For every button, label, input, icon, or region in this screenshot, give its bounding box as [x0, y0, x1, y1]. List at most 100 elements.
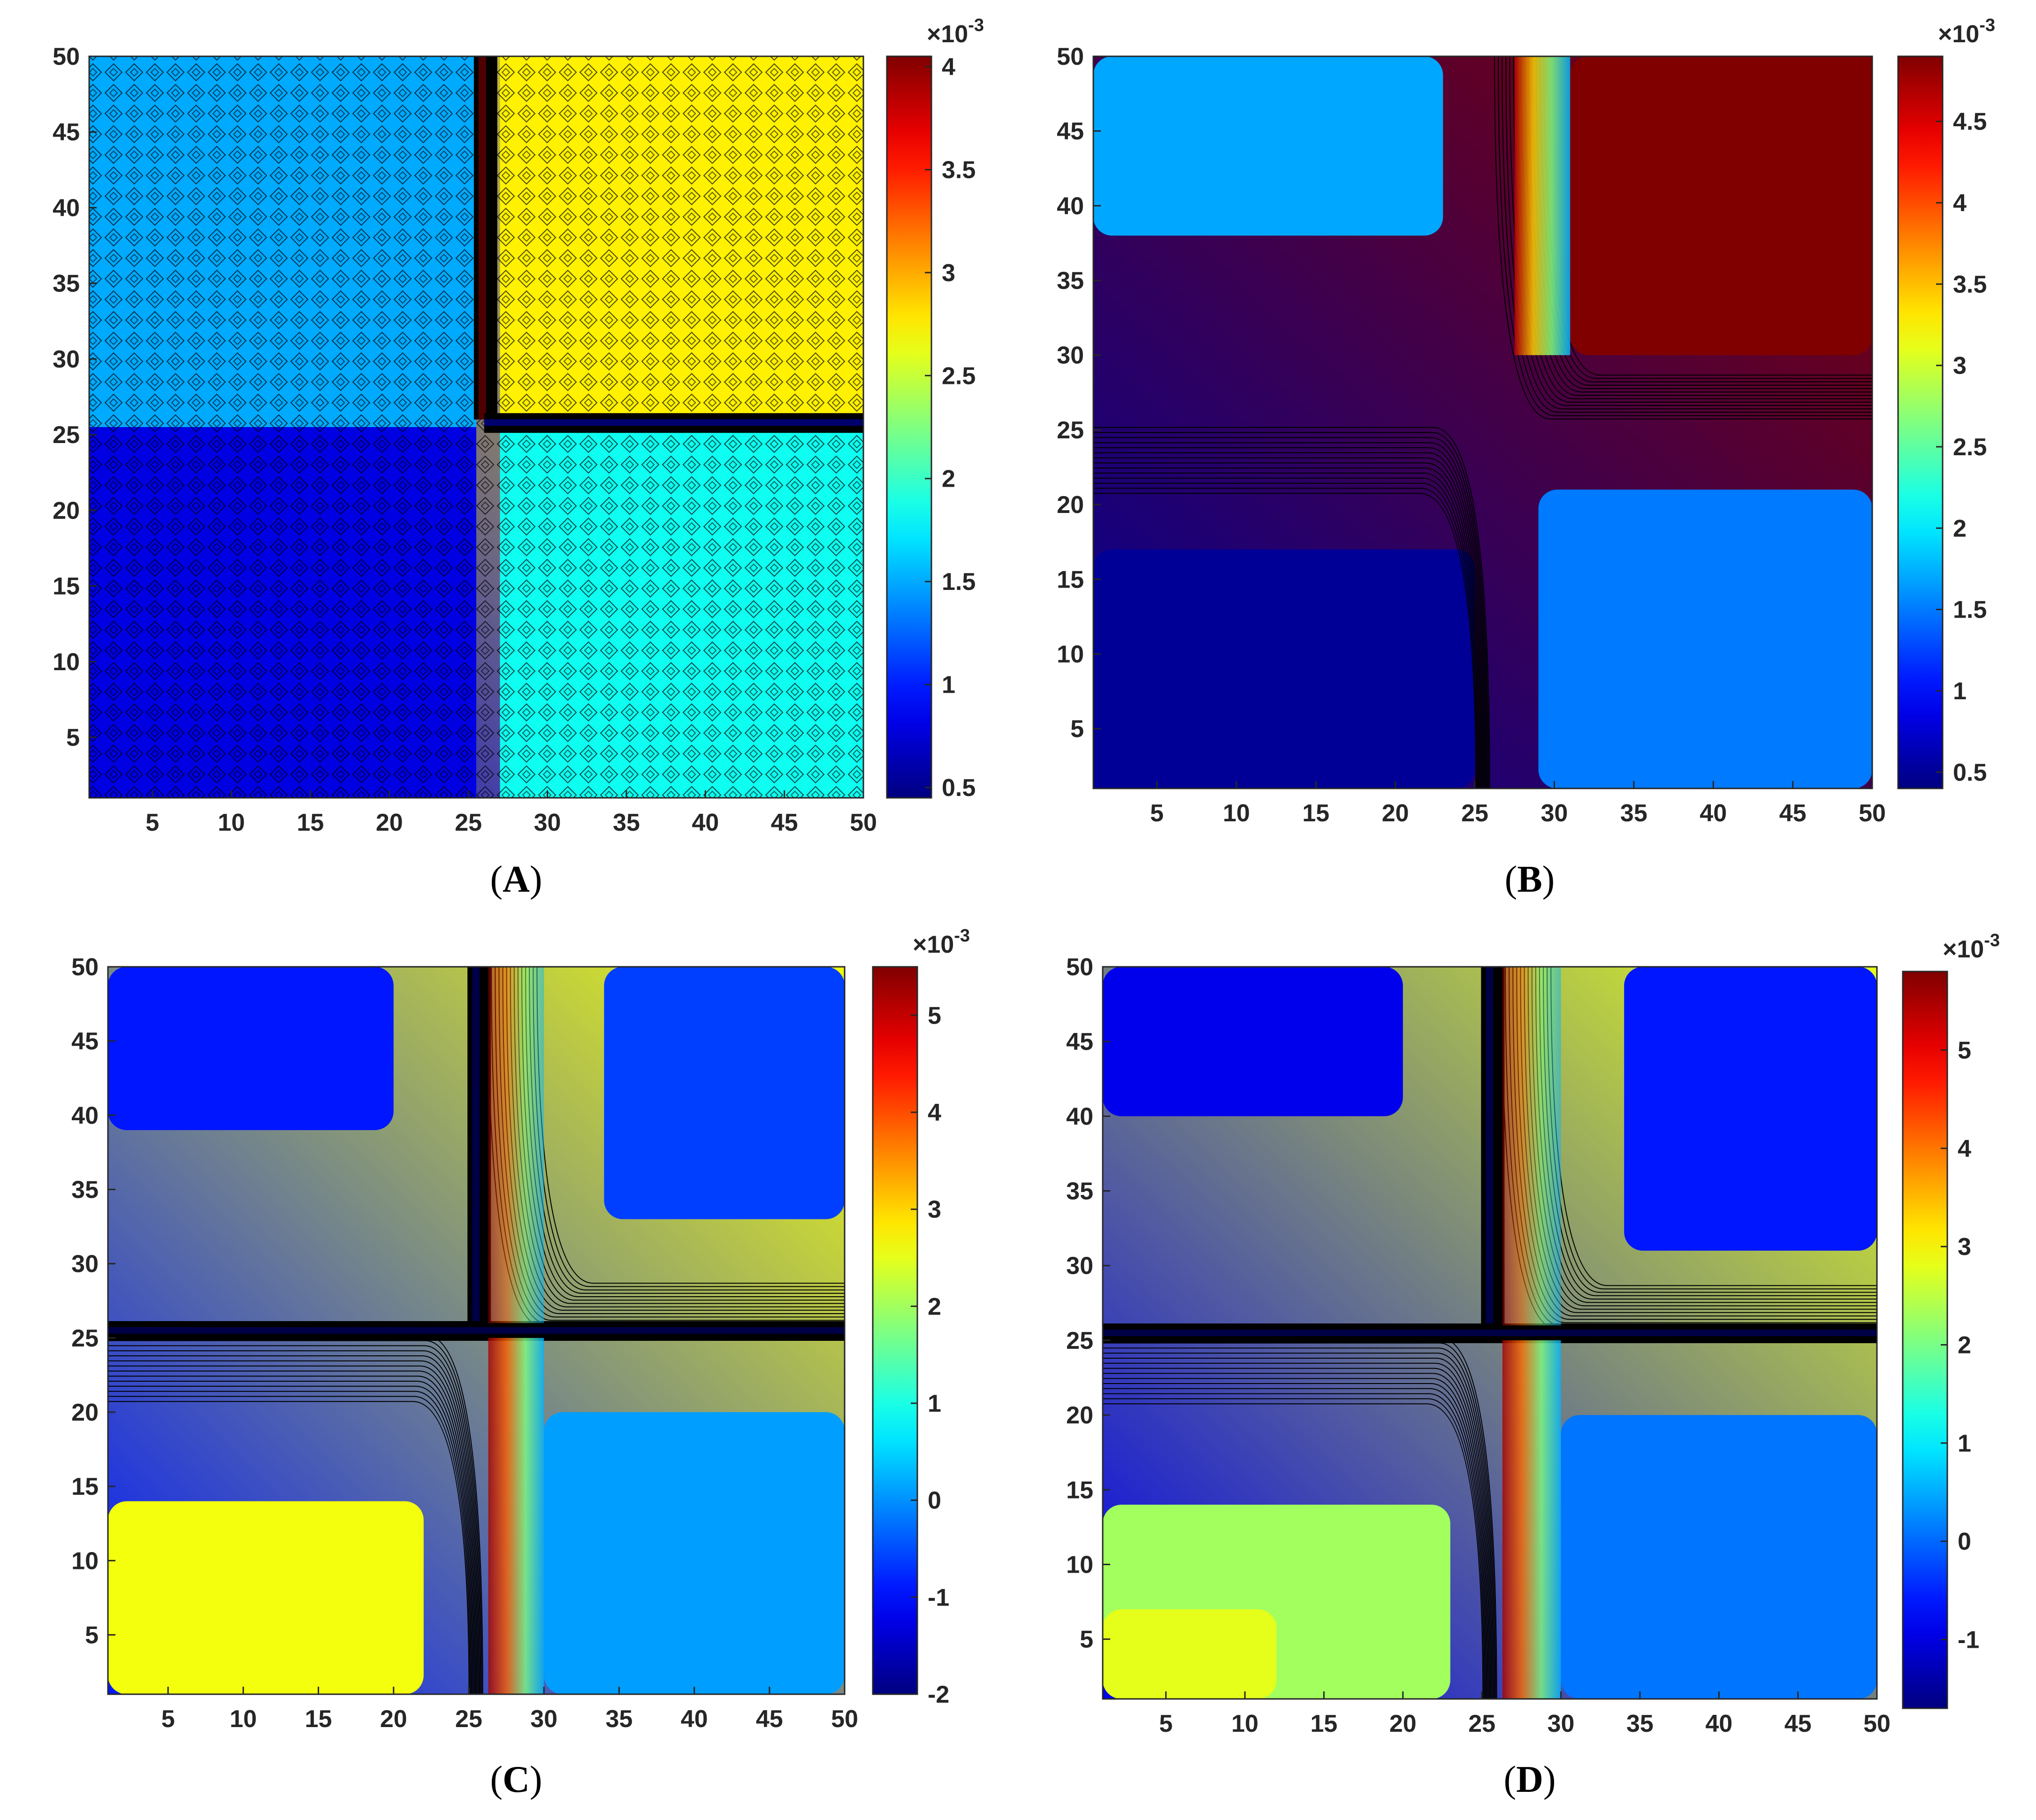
colorbar-tick-label: 3: [1953, 352, 1967, 380]
y-tick-label: 20: [1066, 1402, 1093, 1429]
colorbar-exponent: ×10-3: [927, 15, 984, 48]
x-tick-label: 30: [1548, 1710, 1575, 1737]
contour-line: [1093, 477, 1480, 788]
stripe-vertical-core: [1486, 967, 1494, 1326]
x-tick-label: 30: [1541, 800, 1568, 827]
contour-line: [1103, 1347, 1495, 1699]
colorbar-tick-label: 3: [928, 1196, 941, 1224]
contour-line: [1093, 493, 1477, 788]
colorbar-tick-label: 3: [1958, 1233, 1971, 1261]
x-tick-label: 5: [1150, 800, 1164, 827]
contour-line: [1103, 1403, 1484, 1699]
y-tick-label: 20: [1057, 491, 1084, 519]
contour-line: [1103, 1342, 1496, 1699]
y-tick-label: 25: [1057, 417, 1084, 444]
exponent-power: -3: [968, 15, 984, 35]
y-tick-label: 25: [1066, 1327, 1093, 1354]
contour-line: [108, 1376, 475, 1694]
x-tick-label: 20: [380, 1705, 407, 1733]
x-tick-label: 25: [455, 1705, 482, 1733]
colorbar-tick-label: 2.5: [942, 362, 976, 390]
y-tick-label: 45: [71, 1028, 99, 1055]
y-tick-label: 5: [1080, 1626, 1093, 1653]
colorbar-tick-label: -1: [928, 1584, 949, 1611]
y-tick-label: 10: [1066, 1551, 1093, 1578]
colorbar-tick-label: 0.5: [942, 774, 976, 802]
contour-line: [108, 1385, 473, 1694]
x-tick-label: 35: [613, 809, 640, 836]
region-top-left: [1103, 967, 1403, 1116]
colorbar-tick-label: 0: [928, 1487, 941, 1514]
contour-line: [1103, 1368, 1491, 1699]
contour-line: [108, 1370, 476, 1694]
colorbar-tick-label: 4.5: [1953, 108, 1987, 136]
y-tick-label: 30: [71, 1251, 99, 1278]
y-tick-label: 45: [1066, 1028, 1093, 1055]
y-tick-label: 5: [1070, 716, 1084, 743]
x-tick-label: 10: [229, 1705, 257, 1733]
panel-subtitle: (D): [1503, 1759, 1556, 1800]
y-tick-label: 50: [53, 43, 80, 70]
y-tick-label: 15: [71, 1473, 99, 1500]
contour-line: [108, 1350, 480, 1694]
colorbar-tick-label: 3.5: [1953, 271, 1987, 298]
y-tick-label: 35: [53, 270, 80, 298]
plot-area: [108, 967, 845, 1694]
region-bottom-right: [1538, 489, 1872, 788]
contour-line: [108, 1401, 470, 1694]
colorbar-tick-label: 5: [1958, 1037, 1971, 1064]
x-tick-label: 15: [305, 1705, 332, 1733]
panel-B: 5 10 15 20 25 30 35 40 45 50 5 10 15 20 25 30 35 40 45 50 0.…: [1057, 15, 1995, 900]
stripe-vertical-core: [472, 967, 480, 1323]
transition-band: [1502, 1340, 1561, 1699]
exponent-base: ×10: [1938, 21, 1979, 48]
x-tick-label: 25: [1468, 1710, 1495, 1737]
x-tick-label: 50: [850, 809, 877, 836]
y-tick-label: 15: [1057, 566, 1084, 593]
colorbar-tick-label: 2: [928, 1293, 941, 1320]
contour-line: [108, 1355, 479, 1694]
contour-line: [1498, 56, 1872, 416]
transition-band: [1502, 967, 1561, 1326]
panel-A: 5 10 15 20 25 30 35 40 45 50 5 10 15 20 25 30 35 40 45 50 0.…: [53, 15, 984, 900]
colorbar: [1902, 971, 1948, 1709]
y-tick-label: 20: [71, 1399, 99, 1426]
x-tick-label: 5: [145, 809, 159, 836]
axes-frame: [1102, 966, 1878, 1700]
y-tick-label: 30: [53, 346, 80, 373]
x-tick-label: 45: [756, 1705, 783, 1733]
panel-C: 5 10 15 20 25 30 35 40 45 505101520253035404550-2…: [71, 926, 970, 1800]
x-tick-label: 40: [692, 809, 719, 836]
x-tick-label: 45: [771, 809, 798, 836]
y-tick-label: 30: [1057, 342, 1084, 369]
colorbar-tick-label: 2: [942, 466, 955, 493]
axes-frame: [88, 55, 864, 799]
axes-frame: [107, 966, 846, 1695]
contour-line: [1093, 473, 1481, 788]
contour-line: [1494, 56, 1872, 420]
colorbar-tick-label: 1.5: [1953, 596, 1987, 624]
contour-line: [1103, 1383, 1488, 1699]
exponent-base: ×10: [913, 931, 954, 958]
colorbar-tick-label: 1.5: [942, 568, 976, 596]
contour-line: [1093, 442, 1487, 788]
panel-D: 5 10 15 20 25 30 35 40 45 505101520253035404550-1…: [1066, 931, 2000, 1800]
x-tick-label: 40: [1700, 800, 1727, 827]
x-tick-label: 40: [1705, 1710, 1732, 1737]
contour-line: [1103, 1398, 1485, 1699]
contour-line: [1103, 1358, 1493, 1699]
colorbar-tick-label: 5: [928, 1002, 941, 1029]
stripe-horizontal-core: [484, 419, 863, 426]
x-tick-label: 35: [1620, 800, 1647, 827]
colorbar-tick-label: 0.5: [1953, 759, 1987, 786]
x-tick-label: 50: [1863, 1710, 1891, 1737]
y-tick-label: 50: [71, 954, 99, 981]
colorbar-tick-label: 0: [1958, 1528, 1971, 1555]
contour-line: [1103, 1373, 1490, 1699]
colorbar-exponent: ×10-3: [1943, 931, 2000, 963]
y-tick-label: 40: [53, 194, 80, 222]
contour-line: [1093, 437, 1488, 788]
colorbar-tick-label: 4: [942, 54, 955, 81]
contour-line: [108, 1391, 472, 1694]
